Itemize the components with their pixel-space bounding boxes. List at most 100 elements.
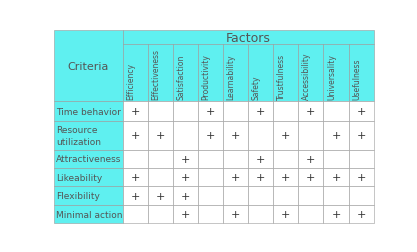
Text: Likeability: Likeability: [56, 173, 103, 182]
Text: +: +: [231, 173, 240, 183]
Bar: [148, 122, 173, 150]
Bar: [223, 102, 248, 122]
Bar: [298, 45, 324, 102]
Bar: [173, 122, 198, 150]
Bar: [349, 150, 374, 168]
Bar: [248, 122, 273, 150]
Bar: [349, 45, 374, 102]
Text: +: +: [332, 173, 341, 183]
Text: +: +: [206, 131, 215, 141]
Bar: [148, 187, 173, 205]
Bar: [298, 168, 324, 187]
Bar: [223, 45, 248, 102]
Bar: [324, 150, 349, 168]
Text: Universality: Universality: [327, 54, 336, 100]
Bar: [173, 150, 198, 168]
Text: Usefulness: Usefulness: [352, 58, 361, 100]
Bar: [324, 168, 349, 187]
Text: +: +: [181, 209, 190, 219]
Bar: [54, 122, 123, 150]
Bar: [298, 150, 324, 168]
Text: +: +: [281, 173, 291, 183]
Bar: [273, 205, 298, 223]
Bar: [273, 102, 298, 122]
Bar: [349, 102, 374, 122]
Bar: [148, 205, 173, 223]
Bar: [198, 205, 223, 223]
Text: Trustfulness: Trustfulness: [277, 54, 286, 100]
Bar: [324, 102, 349, 122]
Bar: [173, 187, 198, 205]
Text: +: +: [256, 173, 265, 183]
Bar: [173, 205, 198, 223]
Bar: [273, 187, 298, 205]
Bar: [273, 150, 298, 168]
Bar: [273, 122, 298, 150]
Bar: [54, 150, 123, 168]
Bar: [198, 45, 223, 102]
Bar: [123, 102, 148, 122]
Bar: [148, 150, 173, 168]
Bar: [223, 187, 248, 205]
Bar: [123, 122, 148, 150]
Bar: [298, 102, 324, 122]
Bar: [198, 187, 223, 205]
Text: +: +: [131, 173, 140, 183]
Bar: [54, 205, 123, 223]
Text: Attractiveness: Attractiveness: [56, 155, 122, 164]
Text: Minimal action: Minimal action: [56, 210, 123, 219]
Text: +: +: [357, 131, 366, 141]
Bar: [54, 168, 123, 187]
Bar: [223, 205, 248, 223]
Bar: [173, 168, 198, 187]
Bar: [123, 187, 148, 205]
Text: +: +: [131, 107, 140, 117]
Bar: [298, 122, 324, 150]
Bar: [223, 122, 248, 150]
Text: +: +: [281, 131, 291, 141]
Bar: [54, 187, 123, 205]
Bar: [54, 31, 123, 102]
Text: +: +: [256, 107, 265, 117]
Bar: [349, 205, 374, 223]
Text: +: +: [256, 154, 265, 164]
Text: Productivity: Productivity: [201, 54, 211, 100]
Text: +: +: [131, 191, 140, 201]
Bar: [298, 205, 324, 223]
Text: +: +: [156, 131, 165, 141]
Text: +: +: [306, 154, 316, 164]
Bar: [248, 205, 273, 223]
Text: +: +: [306, 173, 316, 183]
Text: Resource
utilization: Resource utilization: [56, 126, 101, 146]
Text: Effectiveness: Effectiveness: [151, 49, 160, 100]
Bar: [123, 31, 374, 45]
Text: Satisfaction: Satisfaction: [176, 54, 185, 100]
Bar: [324, 45, 349, 102]
Bar: [349, 187, 374, 205]
Bar: [248, 150, 273, 168]
Bar: [198, 102, 223, 122]
Bar: [173, 45, 198, 102]
Bar: [273, 45, 298, 102]
Bar: [248, 168, 273, 187]
Bar: [324, 187, 349, 205]
Bar: [123, 45, 148, 102]
Text: Factors: Factors: [226, 32, 271, 44]
Bar: [198, 168, 223, 187]
Text: Efficiency: Efficiency: [126, 63, 135, 100]
Bar: [198, 122, 223, 150]
Bar: [349, 122, 374, 150]
Bar: [298, 187, 324, 205]
Text: +: +: [357, 107, 366, 117]
Bar: [324, 122, 349, 150]
Bar: [349, 168, 374, 187]
Text: +: +: [306, 107, 316, 117]
Bar: [248, 187, 273, 205]
Bar: [173, 102, 198, 122]
Text: +: +: [181, 154, 190, 164]
Text: Time behavior: Time behavior: [56, 107, 121, 116]
Bar: [324, 205, 349, 223]
Text: Safety: Safety: [252, 75, 261, 100]
Bar: [273, 168, 298, 187]
Text: +: +: [332, 209, 341, 219]
